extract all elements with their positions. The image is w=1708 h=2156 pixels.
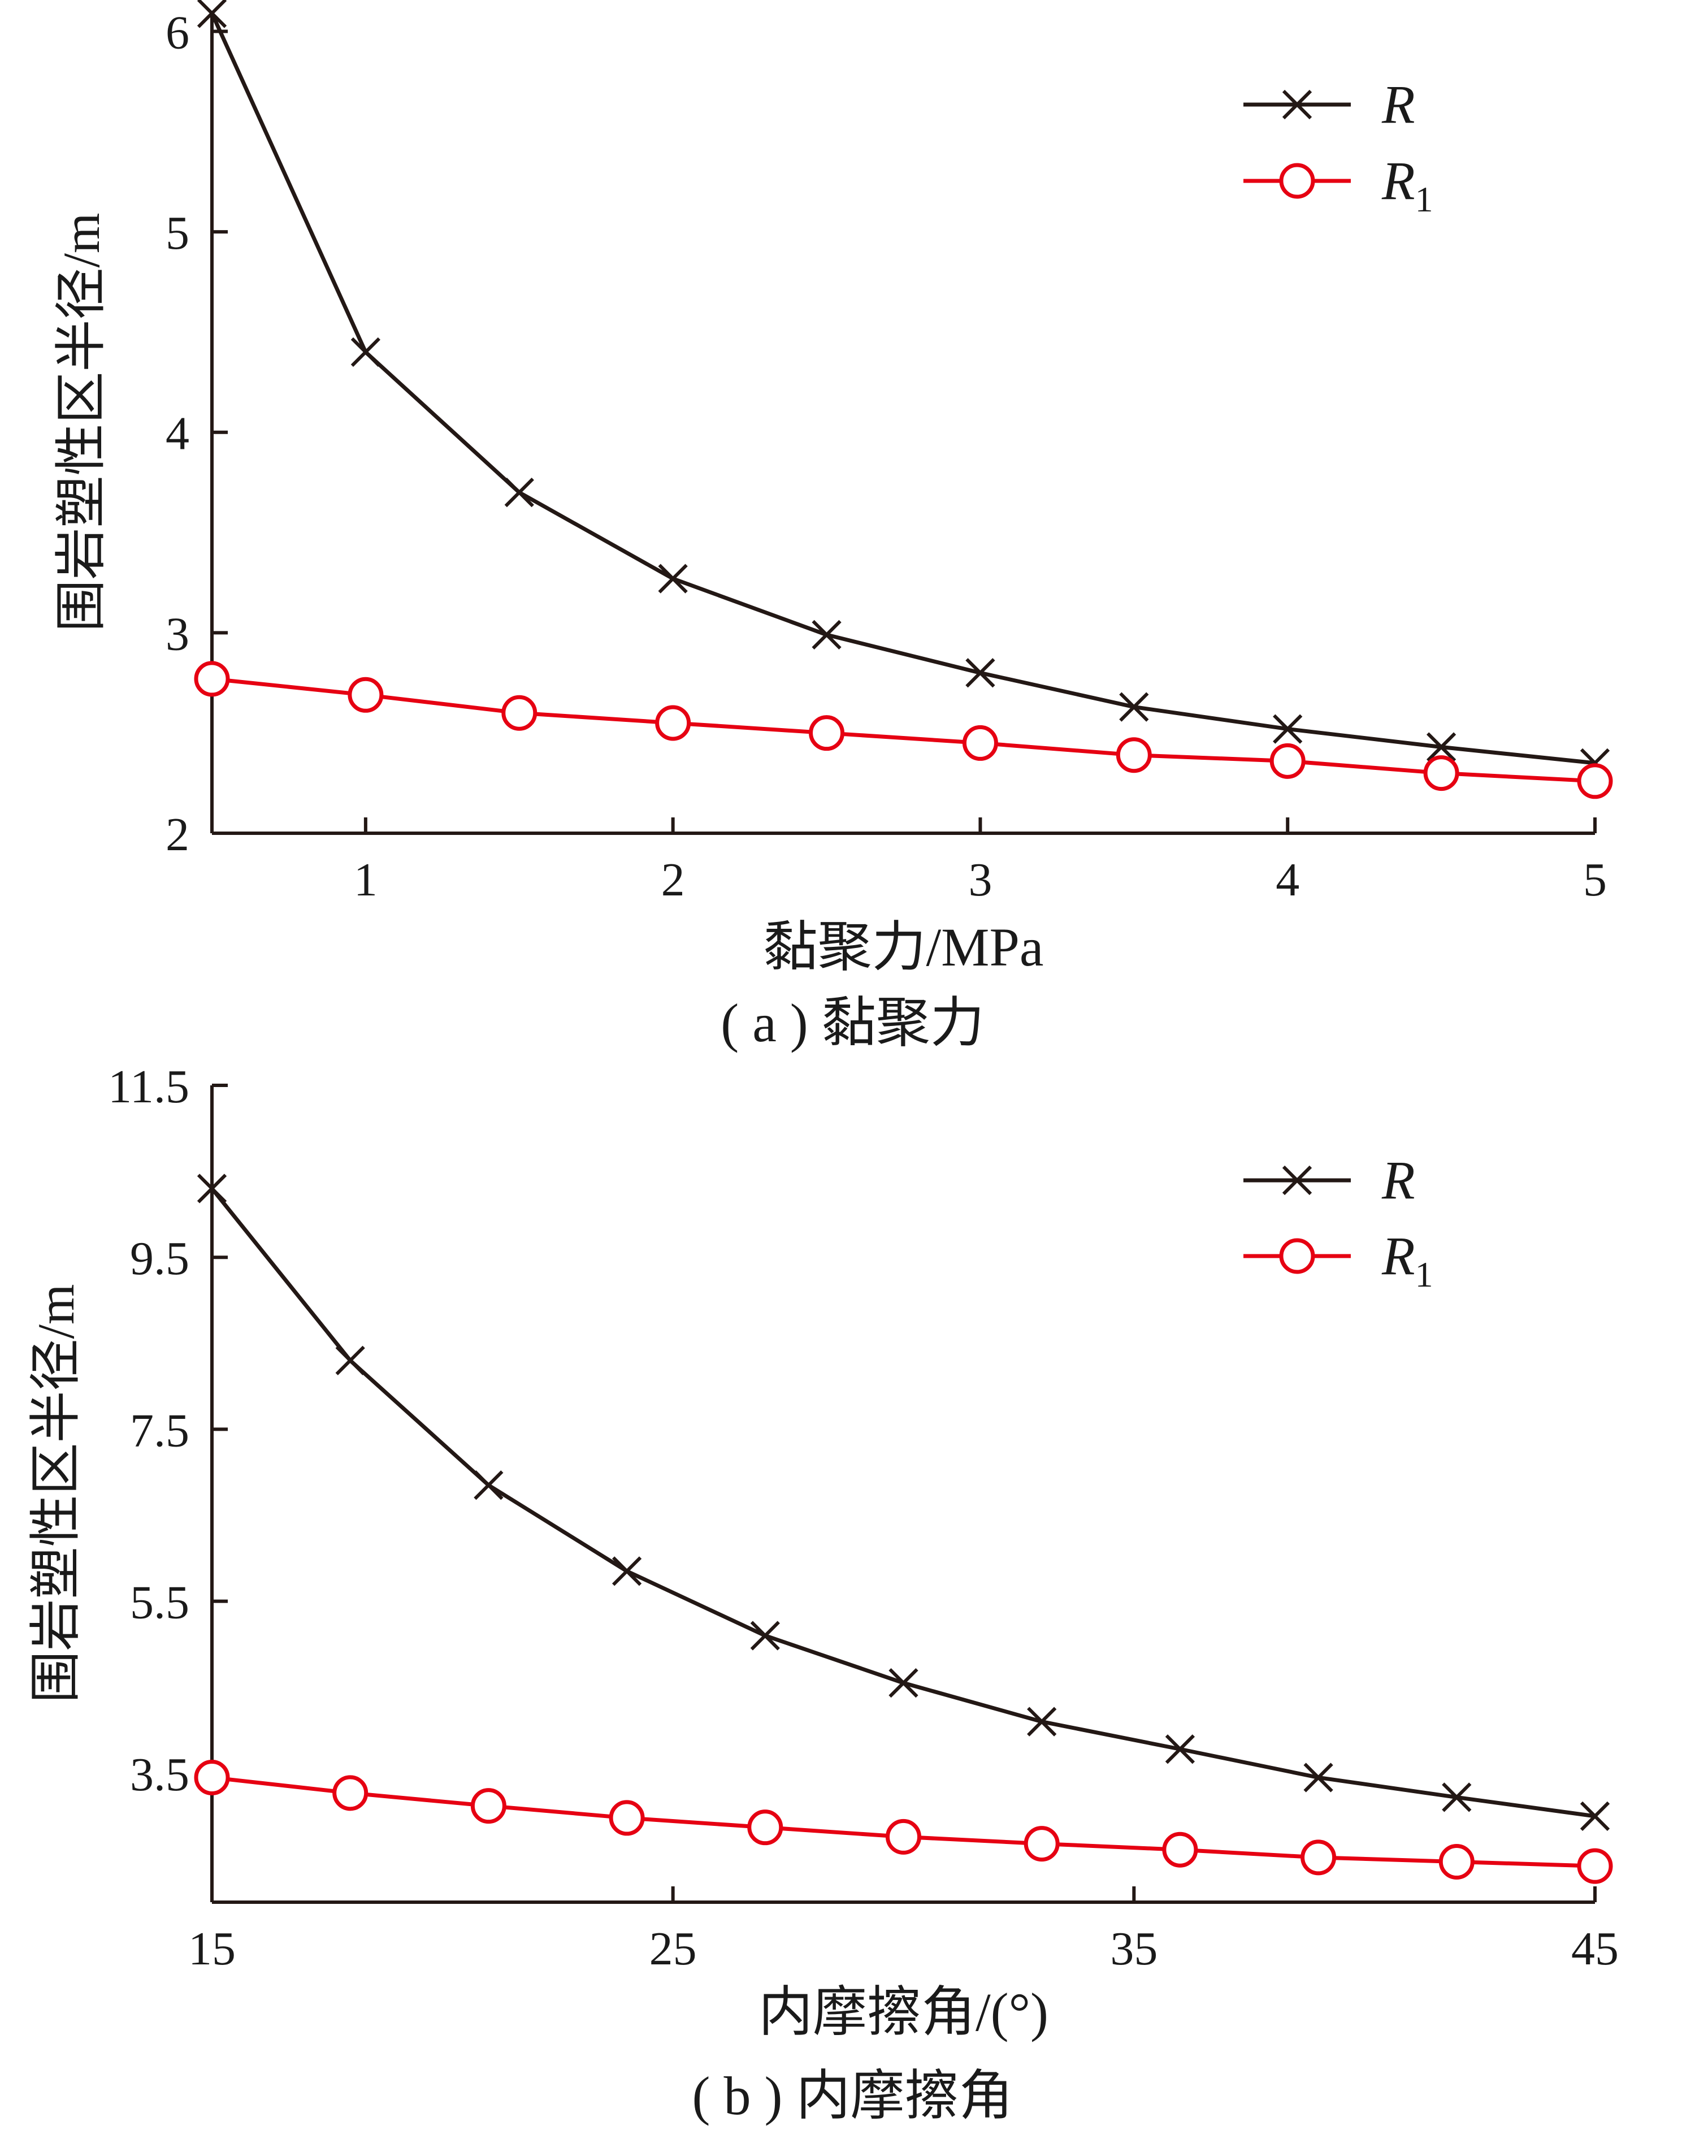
- y-tick-label: 3: [166, 608, 189, 660]
- x-marker: [750, 1621, 780, 1651]
- series-R: [197, 1174, 1610, 1832]
- circle-marker: [886, 1819, 921, 1855]
- circle-marker: [962, 725, 998, 761]
- x-axis-label: 黏聚力/MPa: [763, 917, 1043, 977]
- x-tick-label: 3: [968, 854, 992, 906]
- y-tick-label: 3.5: [130, 1748, 189, 1801]
- circle-marker: [501, 695, 537, 731]
- chart-b: 3.5 5.5 7.5 9.5 11.5 15 25 35 45 内摩擦角/(°) 围岩塑性区半径/…: [27, 1060, 1619, 2126]
- circle-marker: [194, 1759, 230, 1795]
- series-R1: [194, 661, 1613, 799]
- circle-marker: [655, 705, 691, 741]
- circle-marker: [348, 677, 384, 713]
- y-tick-label: 11.5: [108, 1060, 189, 1113]
- circle-marker: [809, 715, 845, 751]
- y-tick-label: 9.5: [130, 1232, 189, 1285]
- legend-label: R1: [1381, 150, 1433, 219]
- x-marker: [965, 658, 995, 688]
- x-marker: [350, 337, 381, 367]
- x-marker: [1273, 714, 1303, 744]
- y-axis-label: 围岩塑性区半径/m: [53, 213, 110, 631]
- chart-caption: ( b ) 内摩擦角: [692, 2066, 1013, 2126]
- legend-entry: R: [1243, 74, 1415, 135]
- circle-marker: [1438, 1844, 1475, 1880]
- x-tick-label: 25: [649, 1923, 697, 1975]
- circle-marker: [1577, 1848, 1613, 1884]
- circle-marker: [1024, 1826, 1060, 1862]
- x-tick-label: 15: [188, 1923, 236, 1975]
- series-R: [197, 0, 1610, 778]
- x-marker: [1303, 1763, 1333, 1793]
- x-marker: [197, 1174, 227, 1203]
- x-marker: [658, 564, 688, 594]
- circle-marker: [1577, 763, 1613, 799]
- x-marker: [1119, 692, 1149, 722]
- x-axis-label: 内摩擦角/(°): [758, 1982, 1048, 2042]
- circle-marker: [332, 1775, 369, 1811]
- x-marker: [1442, 1782, 1472, 1812]
- x-marker: [612, 1556, 642, 1586]
- x-marker: [812, 620, 842, 650]
- legend-entry: R1: [1243, 1226, 1433, 1295]
- y-tick-label: 6: [166, 6, 189, 59]
- y-tick-label: 4: [166, 408, 189, 460]
- legend-label: R: [1381, 1150, 1415, 1210]
- chart-caption: ( a ) 黏聚力: [721, 993, 985, 1053]
- x-tick-label: 1: [354, 854, 378, 906]
- legend: R R1: [1243, 1150, 1433, 1295]
- legend-entry: R1: [1243, 150, 1433, 219]
- legend: R R1: [1243, 74, 1433, 219]
- x-marker: [888, 1668, 918, 1698]
- circle-marker: [1162, 1832, 1198, 1868]
- y-tick-label: 5.5: [130, 1577, 189, 1629]
- legend-circle-marker: [1279, 1238, 1315, 1274]
- x-marker: [1165, 1734, 1195, 1764]
- x-tick-label: 35: [1110, 1923, 1158, 1975]
- legend-entry: R: [1243, 1150, 1415, 1210]
- x-marker: [1580, 1801, 1610, 1832]
- circle-marker: [609, 1800, 645, 1836]
- series-R1: [194, 1759, 1613, 1884]
- x-tick-label: 2: [661, 854, 685, 906]
- circle-marker: [747, 1809, 783, 1846]
- x-marker: [1426, 732, 1456, 762]
- x-tick-label: 45: [1571, 1923, 1619, 1975]
- x-marker: [197, 0, 227, 28]
- x-tick-label: 4: [1276, 854, 1299, 906]
- circle-marker: [1423, 755, 1459, 791]
- x-marker: [504, 478, 534, 508]
- circle-marker: [1300, 1839, 1337, 1876]
- y-axis-label: 围岩塑性区半径/m: [27, 1284, 85, 1703]
- chart-a: 2 3 4 5 6 1 2 3 4 5 黏聚力/MPa 围岩塑性区半径/m ( a ) 黏聚力 R R1: [53, 0, 1613, 1053]
- series-R-line: [210, 12, 1596, 765]
- series-R1-line: [211, 677, 1596, 783]
- y-tick-label: 5: [166, 207, 189, 259]
- legend-circle-marker: [1279, 163, 1315, 199]
- legend-label: R: [1381, 74, 1415, 135]
- x-marker: [335, 1345, 365, 1375]
- x-marker: [1027, 1707, 1057, 1737]
- circle-marker: [470, 1788, 506, 1824]
- circle-marker: [1269, 743, 1306, 779]
- circle-marker: [1116, 737, 1152, 773]
- y-tick-label: 7.5: [130, 1404, 189, 1457]
- circle-marker: [194, 661, 230, 697]
- legend-label: R1: [1381, 1226, 1433, 1295]
- x-tick-label: 5: [1583, 854, 1607, 906]
- y-tick-label: 2: [166, 808, 189, 861]
- x-marker: [474, 1470, 504, 1500]
